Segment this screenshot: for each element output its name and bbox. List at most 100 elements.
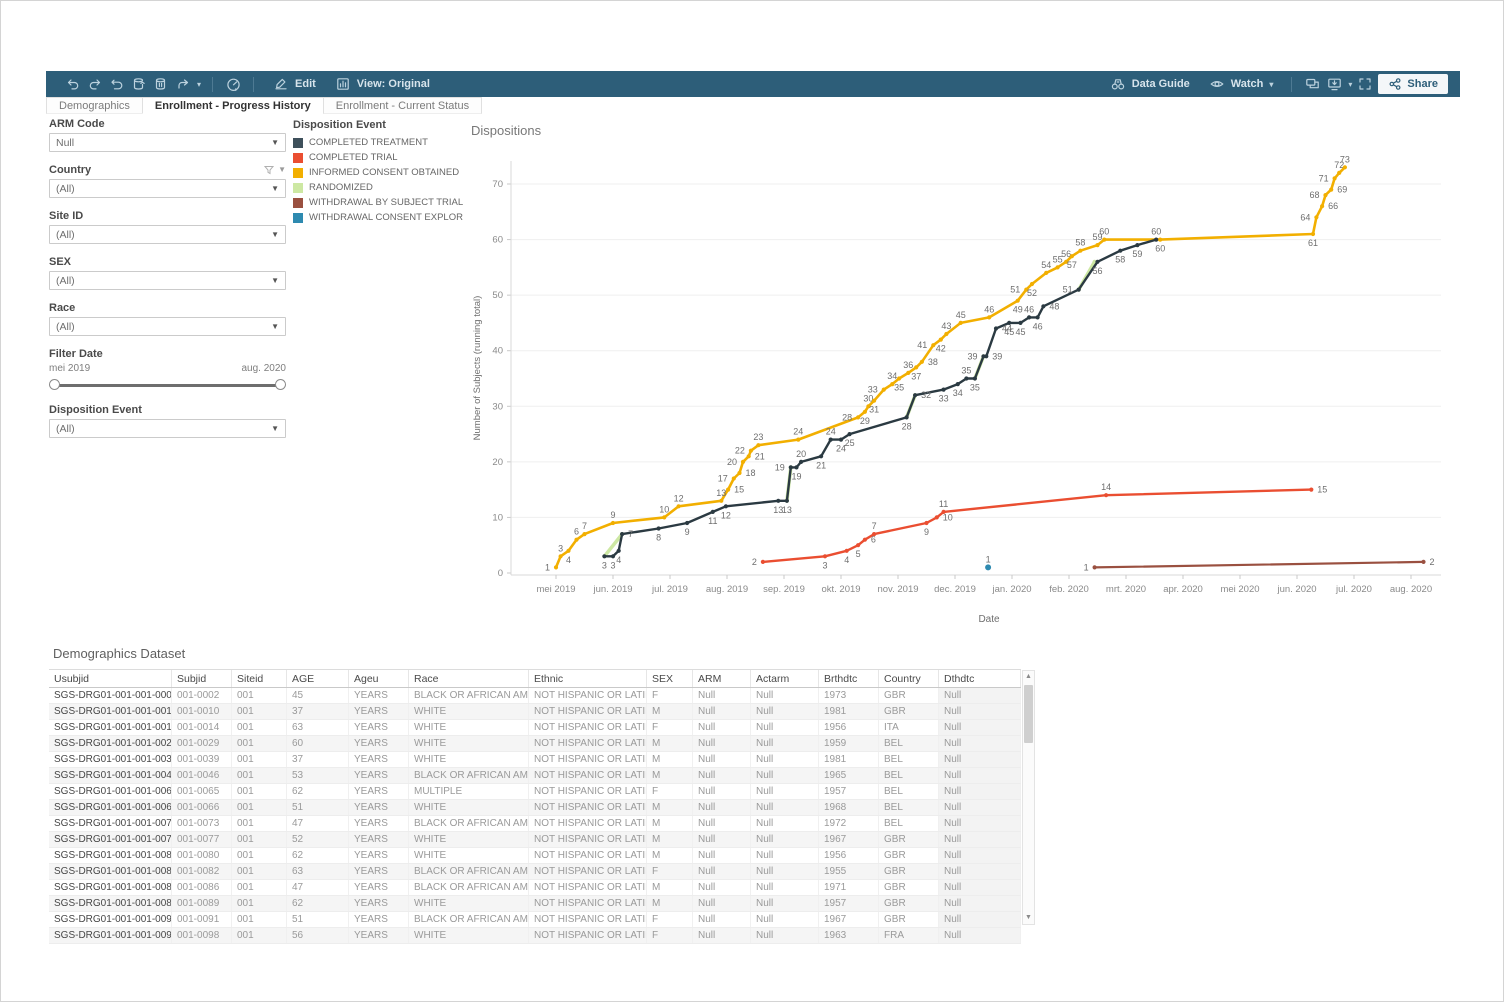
data-point[interactable] xyxy=(1035,315,1040,320)
data-point[interactable] xyxy=(719,498,724,503)
data-point[interactable] xyxy=(553,565,559,570)
tab-demographics[interactable]: Demographics xyxy=(46,97,143,114)
redo-button[interactable] xyxy=(86,75,104,93)
data-point[interactable] xyxy=(1320,204,1325,209)
data-point[interactable] xyxy=(582,532,587,537)
data-point[interactable] xyxy=(828,437,833,442)
data-point[interactable] xyxy=(955,382,960,387)
revert-button[interactable] xyxy=(108,75,126,93)
data-point[interactable] xyxy=(872,532,877,537)
data-point[interactable] xyxy=(972,376,977,381)
data-point[interactable] xyxy=(737,470,742,476)
data-point[interactable] xyxy=(856,543,861,548)
table-row[interactable]: SGS-DRG01-001-001-0046 001-0046 001 53 YEARS… xyxy=(49,768,1021,784)
data-point[interactable] xyxy=(938,337,943,342)
legend-item[interactable]: COMPLETED TREATMENT xyxy=(293,135,463,150)
data-point[interactable] xyxy=(1102,237,1107,242)
data-point[interactable] xyxy=(847,432,852,437)
data-point[interactable] xyxy=(1421,559,1426,564)
table-row[interactable]: SGS-DRG01-001-001-0002 001-0002 001 45 YEARS… xyxy=(49,688,1021,704)
data-point[interactable] xyxy=(862,537,867,542)
data-point[interactable] xyxy=(799,459,804,464)
data-point[interactable] xyxy=(906,370,911,375)
data-point[interactable] xyxy=(1092,565,1097,570)
data-point[interactable] xyxy=(1158,237,1163,242)
data-point[interactable] xyxy=(985,564,992,571)
data-point[interactable] xyxy=(924,520,929,526)
comments-icon[interactable] xyxy=(1303,75,1321,93)
legend-item[interactable]: WITHDRAWAL BY SUBJECT TRIAL xyxy=(293,195,463,210)
series-withdrawal-consent-explor-[interactable]: 1 xyxy=(985,554,992,571)
data-point[interactable] xyxy=(723,504,728,509)
download-icon[interactable] xyxy=(1325,75,1343,93)
data-point[interactable] xyxy=(941,509,946,514)
data-point[interactable] xyxy=(656,526,661,531)
data-point[interactable] xyxy=(740,459,746,464)
table-row[interactable]: SGS-DRG01-001-001-0073 001-0073 001 47 YEARS… xyxy=(49,816,1021,832)
data-point[interactable] xyxy=(958,320,963,325)
table-row[interactable]: SGS-DRG01-001-001-0082 001-0082 001 63 YEARS… xyxy=(49,864,1021,880)
data-point[interactable] xyxy=(710,509,715,514)
data-point[interactable] xyxy=(934,515,939,520)
data-point[interactable] xyxy=(1329,187,1334,192)
refresh-data-icon[interactable] xyxy=(130,75,148,93)
data-point[interactable] xyxy=(1104,493,1109,498)
table-row[interactable]: SGS-DRG01-001-001-0098 001-0098 001 56 YEARS… xyxy=(49,928,1021,944)
data-point[interactable] xyxy=(1154,237,1159,242)
data-point[interactable] xyxy=(890,382,895,387)
scroll-down-icon[interactable]: ▼ xyxy=(1025,914,1032,921)
data-point[interactable] xyxy=(726,487,731,492)
table-row[interactable]: SGS-DRG01-001-001-0086 001-0086 001 47 YEARS… xyxy=(49,880,1021,896)
legend-item[interactable]: WITHDRAWAL CONSENT EXPLOR... xyxy=(293,210,463,225)
data-point[interactable] xyxy=(1024,287,1029,292)
data-point[interactable] xyxy=(1342,165,1347,170)
data-point[interactable] xyxy=(1064,259,1069,264)
data-point[interactable] xyxy=(756,443,761,448)
data-point[interactable] xyxy=(913,393,918,398)
data-point[interactable] xyxy=(1095,243,1100,248)
sex-dropdown[interactable]: (All) ▼ xyxy=(49,271,286,290)
data-point[interactable] xyxy=(838,437,844,442)
data-point[interactable] xyxy=(685,520,690,526)
table-row[interactable]: SGS-DRG01-001-001-0010 001-0010 001 37 YEARS… xyxy=(49,704,1021,720)
table-scrollbar[interactable]: ▲ ▼ xyxy=(1022,670,1035,925)
data-point[interactable] xyxy=(1332,176,1337,181)
data-point[interactable] xyxy=(731,476,736,481)
data-point[interactable] xyxy=(1323,193,1328,198)
data-point[interactable] xyxy=(822,554,828,559)
data-point[interactable] xyxy=(610,520,616,526)
data-point[interactable] xyxy=(558,554,563,559)
table-row[interactable]: SGS-DRG01-001-001-0091 001-0091 001 51 YEARS… xyxy=(49,912,1021,928)
data-point[interactable] xyxy=(1095,259,1100,264)
data-point[interactable] xyxy=(904,415,909,420)
data-point[interactable] xyxy=(862,409,867,414)
table-row[interactable]: SGS-DRG01-001-001-0077 001-0077 001 52 YEARS… xyxy=(49,832,1021,848)
watch-button[interactable]: Watch ▾ xyxy=(1201,72,1281,96)
data-point[interactable] xyxy=(1076,287,1081,292)
slider-handle-left[interactable] xyxy=(49,379,60,390)
data-point[interactable] xyxy=(819,454,824,459)
data-point[interactable] xyxy=(1015,298,1020,303)
data-point[interactable] xyxy=(784,498,789,503)
table-row[interactable]: SGS-DRG01-001-001-0014 001-0014 001 63 YEARS… xyxy=(49,720,1021,736)
data-point[interactable] xyxy=(919,359,924,364)
tab-enrollment-current-status[interactable]: Enrollment - Current Status xyxy=(322,97,483,114)
legend-item[interactable]: INFORMED CONSENT OBTAINED xyxy=(293,165,463,180)
data-point[interactable] xyxy=(856,415,861,420)
data-point[interactable] xyxy=(1041,304,1046,309)
data-point[interactable] xyxy=(1314,215,1319,220)
data-point[interactable] xyxy=(1309,487,1314,492)
table-row[interactable]: SGS-DRG01-001-001-0066 001-0066 001 51 YEARS… xyxy=(49,800,1021,816)
metrics-gauge-icon[interactable] xyxy=(224,75,242,93)
series-withdrawal-by-subject-trial[interactable]: 12 xyxy=(1084,557,1435,573)
edit-button[interactable]: Edit xyxy=(265,72,323,96)
data-point[interactable] xyxy=(1078,248,1083,253)
scroll-thumb[interactable] xyxy=(1024,685,1033,743)
table-row[interactable]: SGS-DRG01-001-001-0080 001-0080 001 62 YEARS… xyxy=(49,848,1021,864)
table-row[interactable]: SGS-DRG01-001-001-0089 001-0089 001 62 YEARS… xyxy=(49,896,1021,912)
data-point[interactable] xyxy=(987,315,992,320)
data-point[interactable] xyxy=(746,454,751,459)
